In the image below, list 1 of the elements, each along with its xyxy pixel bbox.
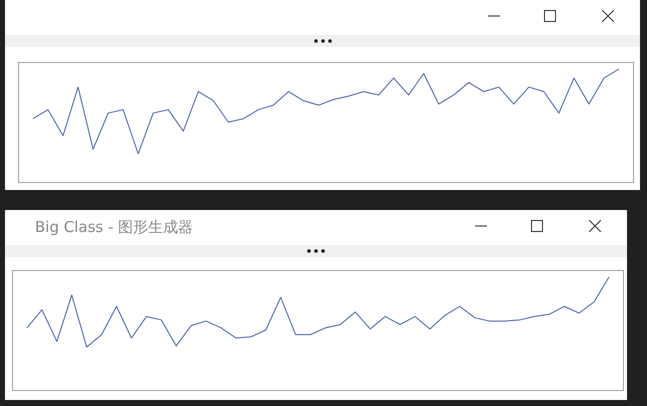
chart-title: Big Class - 图形生成器 bbox=[35, 218, 194, 237]
